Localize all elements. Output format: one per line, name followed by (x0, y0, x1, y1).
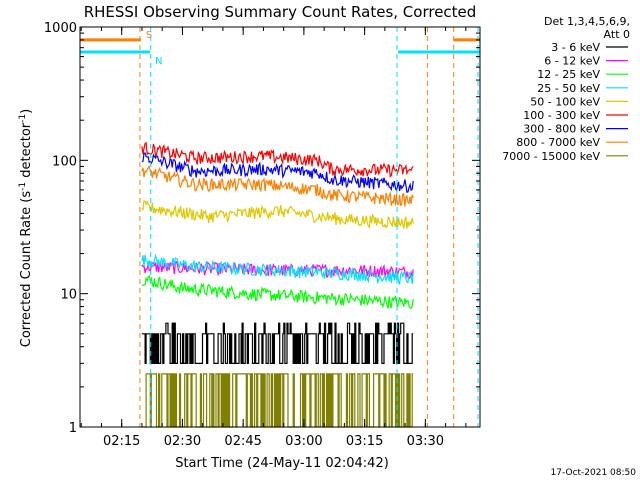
chart-title: RHESSI Observing Summary Count Rates, Co… (84, 3, 477, 21)
series-line-3 (141, 253, 414, 286)
flag-label-S: S (146, 30, 152, 41)
series-line-8 (141, 373, 414, 428)
flag-label-N: N (155, 56, 162, 67)
legend-header: Det 1,3,4,5,6,9, (544, 15, 630, 28)
footer-timestamp: 17-Oct-2021 08:50 (551, 468, 637, 478)
x-axis-label: Start Time (24-May-11 02:04:42) (175, 456, 389, 471)
x-tick-label: 03:15 (346, 434, 383, 449)
x-tick-label: 03:00 (285, 434, 322, 449)
legend-label: 25 - 50 keV (537, 82, 600, 95)
x-tick-label: 02:15 (103, 434, 140, 449)
legend-label: 12 - 25 keV (537, 68, 600, 81)
series-line-6 (141, 152, 414, 194)
legend-label: 300 - 800 keV (523, 123, 600, 136)
legend-label: 800 - 7000 keV (516, 136, 600, 149)
markers-layer (139, 27, 479, 427)
y-tick-label: 10 (60, 288, 77, 303)
legend-label: 6 - 12 keV (544, 55, 600, 68)
legend-label: 3 - 6 keV (551, 41, 600, 54)
y-tick-label: 1000 (44, 21, 77, 36)
series-line-2 (141, 274, 414, 310)
y-tick-label: 100 (52, 154, 77, 169)
plot-frame (79, 26, 481, 428)
legend-label: 7000 - 15000 keV (502, 150, 600, 163)
legend-label: 100 - 300 keV (523, 109, 600, 122)
x-tick-label: 02:45 (224, 434, 261, 449)
x-tick-label: 03:30 (407, 434, 444, 449)
ticks-layer: 1 10 100 1000 02:15 02:30 02:45 03:00 03:15 03:30 (44, 21, 480, 449)
y-tick-label: 1 (69, 421, 77, 436)
x-tick-label: 02:30 (164, 434, 201, 449)
series-line-4 (141, 199, 414, 230)
series-line-5 (141, 141, 414, 178)
legend-label: 50 - 100 keV (530, 95, 600, 108)
series-line-7 (141, 164, 414, 207)
y-axis-label: Corrected Count Rate (s-1 detector-1) (18, 109, 34, 347)
series-layer (141, 141, 414, 428)
flags-layer: SN (80, 30, 480, 67)
legend-header: Att 0 (604, 28, 630, 41)
series-line-0 (141, 322, 414, 364)
